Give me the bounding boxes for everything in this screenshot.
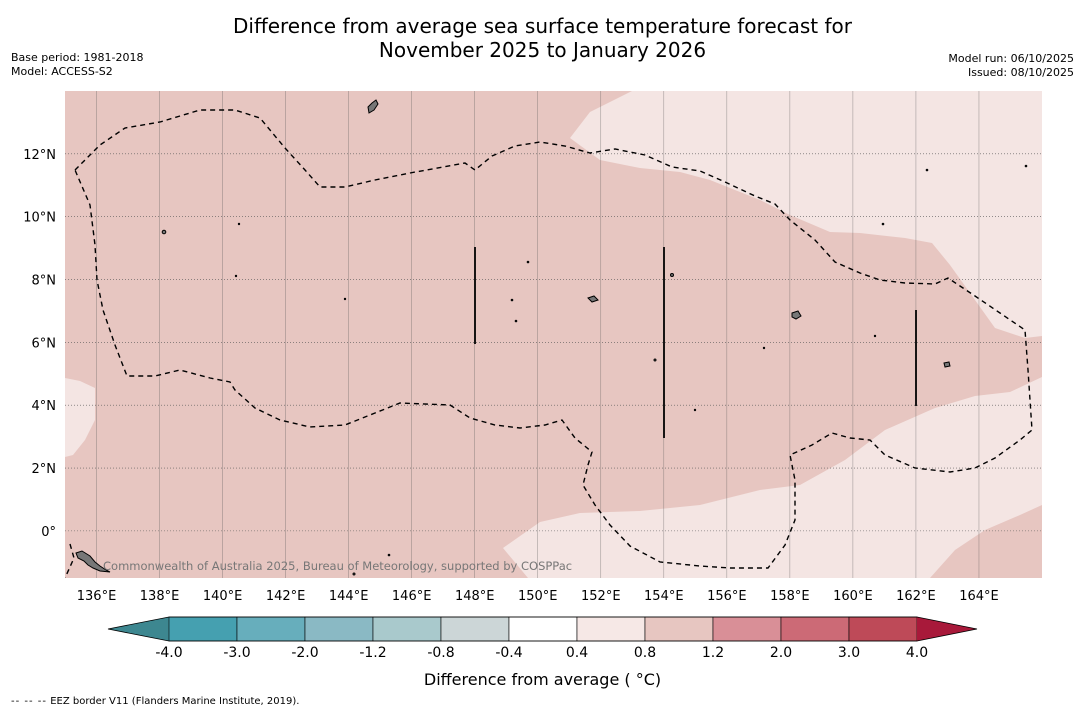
- lon-tick-label: 138°E: [140, 589, 180, 604]
- islet: [670, 273, 674, 277]
- colorbar-segment: [576, 616, 646, 642]
- island-pohnpei: [587, 295, 599, 303]
- lon-tick-label: 136°E: [77, 589, 117, 604]
- colorbar-segment: [712, 616, 782, 642]
- eez-legend-text: EEZ border V11 (Flanders Marine Institut…: [50, 696, 300, 707]
- lon-tick-label: 160°E: [833, 589, 873, 604]
- lon-tick-label: 146°E: [392, 589, 432, 604]
- colorbar-segment: [780, 616, 850, 642]
- lon-tick-label: 150°E: [518, 589, 558, 604]
- issued-date: Issued: 08/10/2025: [967, 66, 1074, 79]
- lon-tick-label: 162°E: [896, 589, 936, 604]
- model-run: Model run: 06/10/2025: [948, 52, 1074, 65]
- lon-tick-label: 158°E: [770, 589, 810, 604]
- islet: [653, 358, 657, 362]
- islet: [526, 260, 530, 264]
- islet: [161, 229, 167, 235]
- island-chuuk: [791, 310, 802, 320]
- lon-tick-label: 154°E: [644, 589, 684, 604]
- chart-title: Difference from average sea surface temp…: [0, 14, 1085, 62]
- colorbar-segment: [440, 616, 510, 642]
- lon-tick-label: 148°E: [455, 589, 495, 604]
- colorbar-title: Difference from average ( °C): [423, 670, 662, 689]
- lat-tick-label: 4°N: [32, 399, 57, 414]
- anomaly-region-0-4-0-8-south: [503, 377, 1042, 578]
- lon-tick-label: 142°E: [266, 589, 306, 604]
- colorbar: [107, 616, 978, 642]
- gridlines: [65, 91, 1042, 578]
- lon-tick-label: 156°E: [707, 589, 747, 604]
- eez-border-south-west: [65, 543, 75, 578]
- colorbar-segment: [372, 616, 442, 642]
- island-yap-north: [367, 99, 379, 114]
- base-period: Base period: 1981-2018: [11, 51, 144, 64]
- colorbar-tick-label: -1.2: [359, 645, 387, 661]
- islet: [352, 572, 356, 576]
- islet: [1024, 164, 1028, 168]
- islet: [925, 168, 929, 172]
- longitude-labels: 136°E 138°E 140°E 142°E 144°E 146°E 148°E 150°E…: [77, 589, 999, 604]
- eez-border-palau: [74, 109, 1033, 569]
- islet: [514, 319, 518, 323]
- meta-left: Base period: 1981-2018 Model: ACCESS-S2: [11, 51, 143, 79]
- lat-tick-label: 10°N: [23, 211, 56, 226]
- colorbar-tick-label: -0.4: [495, 645, 523, 661]
- copyright-notice: Commonwealth of Australia 2025, Bureau o…: [103, 559, 573, 573]
- colorbar-segment: [644, 616, 714, 642]
- colorbar-segment: [304, 616, 374, 642]
- title-line-2: November 2025 to January 2026: [378, 38, 707, 62]
- boundary-segments: [474, 247, 917, 438]
- colorbar-tick-label: -0.8: [427, 645, 455, 661]
- colorbar-tick-label: 0.4: [565, 645, 589, 661]
- islet: [873, 334, 877, 338]
- model-name: Model: ACCESS-S2: [11, 65, 113, 78]
- colorbar-tick-label: 0.8: [633, 645, 657, 661]
- colorbar-segment: [848, 616, 918, 642]
- islet: [387, 553, 391, 557]
- title-line-1: Difference from average sea surface temp…: [232, 14, 852, 38]
- lat-tick-label: 6°N: [32, 336, 57, 351]
- islet: [510, 298, 514, 302]
- colorbar-tick-label: 1.2: [701, 645, 725, 661]
- colorbar-tick-label: -3.0: [223, 645, 251, 661]
- islands: [75, 99, 1028, 576]
- lon-tick-label: 144°E: [329, 589, 369, 604]
- lon-tick-label: 140°E: [203, 589, 243, 604]
- footnote: -- -- -- EEZ border V11 (Flanders Marine…: [11, 696, 299, 707]
- colorbar-under-arrow: [108, 617, 169, 641]
- meta-right: Model run: 06/10/2025 Issued: 08/10/2025: [948, 52, 1074, 80]
- lat-tick-label: 8°N: [32, 274, 57, 289]
- islet: [881, 222, 885, 226]
- anomaly-region-0-4-0-8-north: [570, 91, 1042, 338]
- colorbar-tick-label: 3.0: [837, 645, 861, 661]
- island-palau: [75, 550, 111, 573]
- islet: [234, 274, 238, 278]
- colorbar-tick-label: 2.0: [769, 645, 793, 661]
- islet: [237, 222, 241, 226]
- islet: [343, 297, 347, 301]
- colorbar-tick-label: -2.0: [291, 645, 319, 661]
- colorbar-segment: [236, 616, 306, 642]
- lat-tick-label: 12°N: [23, 148, 56, 163]
- islet: [693, 408, 697, 412]
- colorbar-segment: [508, 616, 578, 642]
- colorbar-tick-label: -4.0: [155, 645, 183, 661]
- lon-tick-label: 152°E: [581, 589, 621, 604]
- anomaly-region-0-4-0-8-west: [65, 378, 95, 457]
- lon-tick-label: 164°E: [959, 589, 999, 604]
- lat-tick-label: 2°N: [32, 462, 57, 477]
- colorbar-segment: [168, 616, 238, 642]
- colorbar-tick-label: 4.0: [905, 645, 929, 661]
- latitude-labels: 12°N 10°N 8°N 6°N 4°N 2°N 0°: [23, 148, 56, 540]
- islet: [762, 346, 766, 350]
- colorbar-over-arrow: [917, 617, 977, 641]
- eez-legend-symbol: -- -- --: [11, 696, 48, 707]
- island-kosrae: [943, 361, 951, 368]
- lat-tick-label: 0°: [41, 525, 56, 540]
